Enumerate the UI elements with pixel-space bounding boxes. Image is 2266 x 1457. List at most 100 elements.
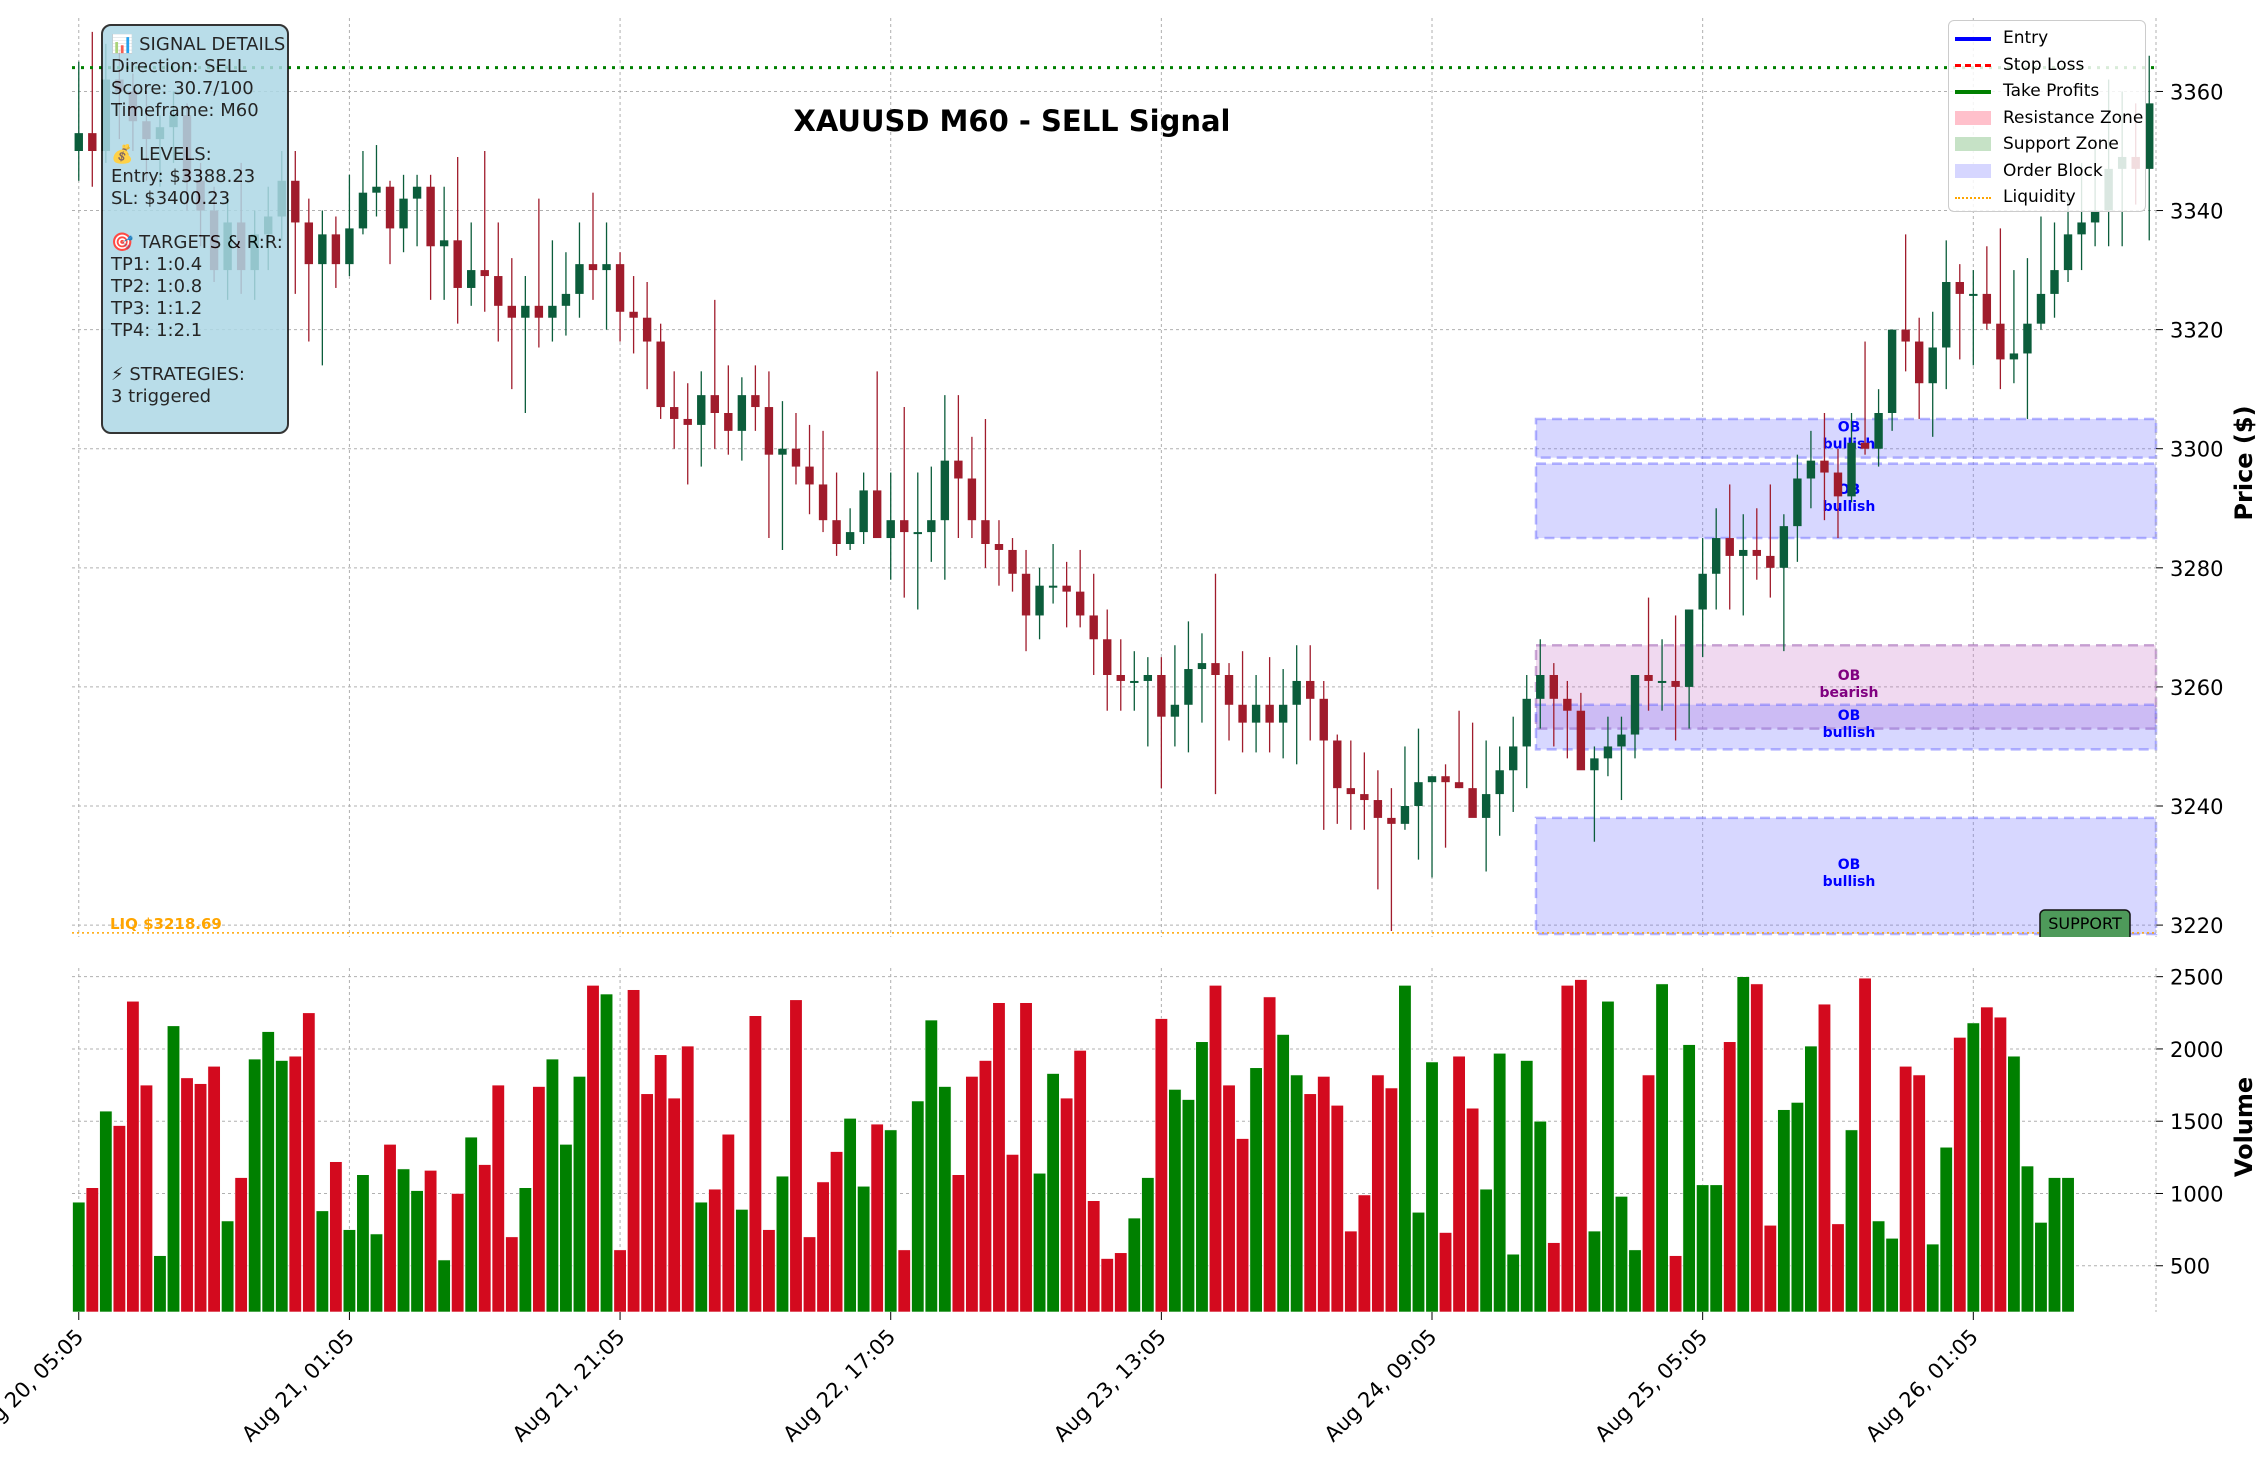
candle-body [534,305,544,318]
volume-bar [600,993,614,1313]
x-tick-label: Aug 25, 05:05 [1590,1325,1712,1447]
signal-details-line: TP2: 1:0.8 [111,276,203,297]
candle-body [791,448,801,467]
volume-bar [194,1083,208,1313]
signal-details-line [111,210,279,232]
candle-body [751,395,760,408]
volume-bar [1439,1232,1453,1313]
candle-body [1048,585,1058,588]
candle-body [453,240,462,288]
candle-body [1035,585,1044,616]
volume-bar [884,1129,898,1313]
order-block-label: bullish [1823,725,1876,741]
volume-bar [505,1236,519,1313]
volume-bar [1831,1223,1845,1313]
volume-bar [1493,1052,1507,1313]
support-label-text: $3218.69 [2047,935,2123,954]
candle-body [1495,770,1504,795]
volume-bar [126,1000,140,1313]
volume-bar [369,1233,384,1313]
volume-bar [478,1164,492,1313]
candle-body [669,407,679,419]
volume-bar [924,1019,938,1313]
candle-body [521,305,530,318]
volume-bar [1790,1102,1804,1313]
volume-bar [1087,1200,1101,1313]
candle-body [994,544,1004,550]
candle-body [1373,800,1383,818]
legend-label: Take Profits [2003,81,2100,102]
volume-bar [1926,1243,1940,1313]
candle-body [1400,806,1410,824]
legend-item: Entry [1955,25,2139,52]
signal-details-box: 📊 SIGNAL DETAILS Direction: SELL Score: 30… [101,24,289,434]
candle-body [832,520,841,544]
volume-bar [1181,1099,1195,1313]
volume-bar [424,1170,438,1313]
candle-body [602,264,611,271]
volume-bar [911,1100,925,1313]
volume-bar [72,1201,86,1313]
volume-bar [1466,1107,1480,1313]
support-label-text: SUPPORT [2048,914,2122,933]
volume-bar [978,1060,992,1313]
candle-body [954,460,963,479]
volume-bar [789,999,803,1313]
candle-body [2063,234,2073,271]
volume-bar [491,1084,505,1313]
signal-details-line [111,342,279,364]
candle-body [737,395,747,431]
volume-bar [302,1012,316,1313]
candle-body [615,264,625,312]
candle-body [1752,549,1761,556]
candle-body [1969,293,1978,296]
signal-details-line: 💰 LEVELS: [111,144,212,165]
volume-bar [830,1151,844,1313]
candle-body [2050,270,2059,294]
legend-label: Entry [2003,28,2049,49]
candle-body [385,186,395,229]
volume-bar [1560,985,1574,1313]
volume-bar [1777,1109,1791,1313]
candle-body [1333,740,1342,789]
volume-bar [1763,1224,1777,1313]
volume-bar [951,1174,965,1313]
volume-bar [85,1187,99,1313]
candle-body [913,532,922,535]
candle-body [88,133,97,151]
signal-details-line: Direction: SELL [111,56,247,77]
volume-bar [681,1045,695,1313]
candle-body [1590,758,1599,771]
candle-body [1982,293,1992,324]
candle-body [2145,103,2154,169]
signal-details-line: TP4: 1:2.1 [111,320,203,341]
candle-body [764,407,774,455]
volume-bar [329,1161,343,1313]
candle-body [1793,478,1802,527]
candle-body [778,448,787,455]
order-block-zone [1534,417,2158,459]
order-block-label: bullish [1823,874,1876,890]
candle-body [1441,776,1450,783]
volume-bar [410,1190,424,1313]
candle-body [1711,538,1721,574]
volume-bar [667,1097,681,1313]
candle-body [1617,734,1626,747]
support-label: SUPPORT $3218.69 [2039,909,2131,954]
candle-body [1360,794,1369,801]
candle-body [1454,782,1464,789]
volume-bar [1114,1252,1128,1313]
volume-bar [1966,1022,1980,1313]
candle-body [1914,341,1924,384]
volume-bar [1452,1055,1466,1313]
legend-label: Support Zone [2003,134,2119,155]
volume-bar [2061,1177,2075,1313]
candle-body [1671,680,1680,687]
volume-bar [1425,1061,1439,1313]
candle-body [1468,788,1477,818]
candle-body [480,270,489,277]
volume-bar [153,1255,167,1313]
volume-bar [775,1175,789,1313]
candle-body [1224,675,1234,705]
